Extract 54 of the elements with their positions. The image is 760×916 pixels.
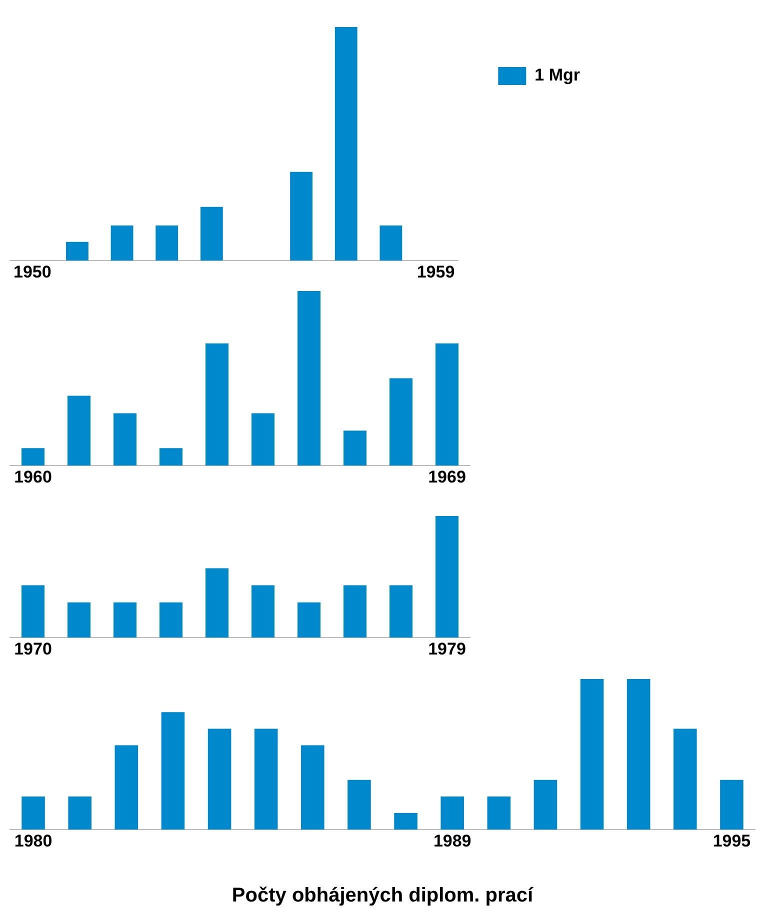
bar: [252, 585, 274, 638]
bar: [301, 745, 324, 830]
bar: [68, 796, 92, 830]
bar: [156, 226, 178, 261]
bar: [160, 602, 182, 638]
bar: [252, 413, 274, 466]
x-tick-label: 1989: [433, 831, 472, 850]
bar: [390, 585, 412, 638]
bar: [344, 585, 366, 638]
bar: [254, 728, 278, 830]
bar: [298, 291, 320, 466]
bar: [66, 242, 88, 261]
bar: [348, 780, 371, 830]
bar: [68, 396, 90, 466]
bar: [534, 780, 558, 830]
bar: [436, 516, 458, 638]
x-tick-label: 1980: [14, 831, 52, 850]
bar: [114, 745, 138, 830]
bar: [22, 448, 44, 466]
legend-label: 1 Mgr: [534, 66, 580, 85]
x-tick-label: 1959: [416, 262, 455, 282]
x-tick-label: 1969: [428, 467, 466, 486]
bar: [334, 27, 358, 261]
bar: [68, 602, 90, 638]
bar: [110, 226, 134, 261]
x-tick-label: 1950: [13, 262, 52, 282]
bar: [206, 343, 228, 466]
bar: [206, 568, 228, 638]
bar: [440, 796, 464, 830]
bar: [208, 728, 232, 830]
bar: [344, 430, 366, 466]
bar: [114, 413, 136, 466]
bar: [380, 226, 402, 261]
bar: [720, 780, 744, 830]
bar: [290, 172, 313, 261]
bar: [161, 712, 185, 830]
bar: [394, 813, 418, 830]
bar: [674, 728, 697, 830]
bar: [626, 679, 650, 830]
x-tick-label: 1995: [712, 831, 751, 850]
bar: [200, 206, 223, 261]
x-tick-label: 1970: [14, 639, 52, 658]
x-tick-label: 1960: [14, 467, 52, 486]
bar: [436, 343, 458, 466]
bar: [580, 679, 604, 830]
bar: [114, 602, 136, 638]
bar: [160, 448, 182, 466]
bar: [487, 796, 511, 830]
x-tick-label: 1979: [428, 639, 466, 658]
bar: [22, 585, 44, 638]
bar: [390, 378, 412, 466]
bar: [298, 602, 320, 638]
bar: [22, 796, 45, 830]
text: Počty obhájených diplom. prací: [232, 884, 535, 907]
